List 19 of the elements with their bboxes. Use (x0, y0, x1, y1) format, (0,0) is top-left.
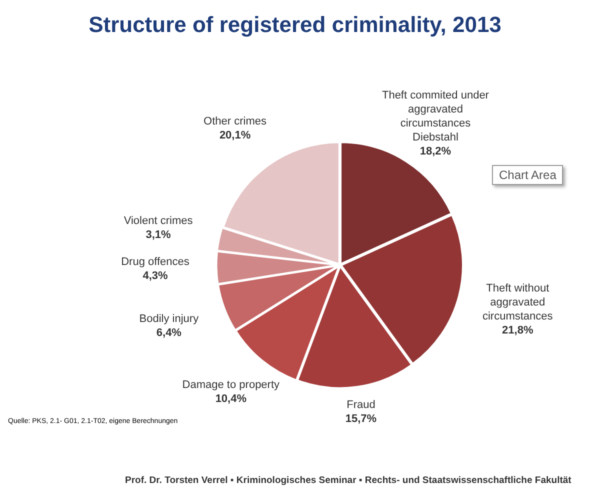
slice-label: Theft without aggravated circumstances (482, 282, 554, 323)
data-label: 10,4% (215, 393, 247, 406)
data-label: 18,2% (420, 146, 452, 158)
data-label: 21,8% (502, 324, 534, 337)
slice-label: Violent crimes (124, 215, 194, 228)
slice-label: Fraud (346, 398, 376, 411)
slice-label: Theft commited under aggravated circumstances Diebstahl (382, 90, 490, 144)
slice-label: Drug offences (121, 256, 190, 268)
data-label: 3,1% (146, 229, 172, 242)
text: Prof. Dr. Torsten Verrel ▪ Kriminologisches Seminar ▪ Rechts- und Staatswissenschaftliche Fakultät (125, 475, 572, 486)
data-label: 6,4% (156, 327, 182, 340)
data-label: 4,3% (142, 270, 168, 282)
slice-label: Bodily injury (139, 313, 200, 326)
data-label: 20,1% (219, 129, 251, 142)
slice-label: Damage to property (182, 379, 280, 392)
chart-title: Structure of registered criminality, 2013 (88, 12, 502, 38)
slice-label: Other crimes (204, 115, 267, 128)
text: Chart Area (492, 165, 564, 185)
data-label: 15,7% (345, 412, 377, 425)
